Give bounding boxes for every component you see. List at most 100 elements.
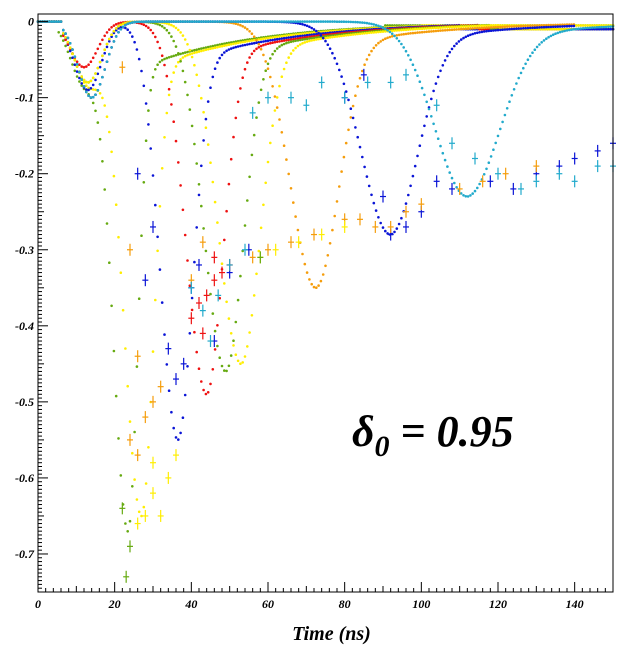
data-point xyxy=(551,25,555,29)
data-point xyxy=(303,23,307,27)
data-point xyxy=(91,95,95,99)
data-point xyxy=(542,27,546,31)
data-point xyxy=(526,26,530,30)
data-point xyxy=(236,359,240,363)
data-point xyxy=(476,26,479,30)
data-point xyxy=(296,37,300,40)
data-point xyxy=(377,41,380,45)
data-point xyxy=(565,29,569,32)
data-point xyxy=(101,96,104,100)
data-point xyxy=(542,24,546,27)
data-point xyxy=(197,193,201,197)
delta-annotation: δ0 = 0.95 xyxy=(352,407,514,463)
data-point xyxy=(119,27,123,31)
data-point xyxy=(363,32,366,35)
data-point xyxy=(538,26,541,29)
data-point xyxy=(181,20,185,23)
data-point xyxy=(473,27,477,30)
data-point xyxy=(450,176,454,180)
data-point xyxy=(73,63,77,66)
data-point xyxy=(87,63,90,66)
data-point xyxy=(248,175,251,179)
data-point xyxy=(227,364,231,368)
data-point xyxy=(489,24,493,27)
data-point xyxy=(574,27,578,31)
data-point xyxy=(331,20,334,23)
data-point xyxy=(457,28,461,31)
data-point xyxy=(301,42,304,45)
data-point xyxy=(170,410,173,414)
data-point xyxy=(190,20,194,23)
data-point xyxy=(331,35,334,39)
data-point xyxy=(193,260,196,264)
data-point xyxy=(197,84,201,87)
data-point xyxy=(535,45,539,49)
data-point xyxy=(308,31,311,35)
data-point xyxy=(381,30,385,33)
data-point xyxy=(508,100,511,103)
data-point xyxy=(160,301,164,304)
data-point xyxy=(98,92,102,95)
data-point xyxy=(280,37,284,40)
data-point xyxy=(310,282,314,286)
data-point xyxy=(186,365,189,368)
data-point xyxy=(190,49,194,53)
data-point xyxy=(349,116,353,119)
data-point xyxy=(301,38,304,41)
data-point xyxy=(407,32,410,35)
data-point xyxy=(87,86,90,90)
data-point xyxy=(328,242,332,245)
data-point xyxy=(377,30,380,34)
data-point xyxy=(446,54,449,58)
data-point xyxy=(287,172,291,176)
data-point xyxy=(179,184,182,187)
data-point xyxy=(156,40,159,44)
data-point xyxy=(89,87,93,90)
data-point xyxy=(280,20,284,23)
data-point xyxy=(119,474,123,477)
data-point xyxy=(89,60,93,63)
data-point xyxy=(174,436,178,439)
data-point xyxy=(351,20,355,24)
data-point xyxy=(473,32,477,35)
data-point xyxy=(170,103,173,106)
data-point xyxy=(457,40,461,43)
data-point xyxy=(131,21,134,24)
data-point xyxy=(174,53,178,57)
y-tick-label: -0.6 xyxy=(15,471,34,485)
data-point xyxy=(547,23,550,27)
data-point xyxy=(312,38,316,42)
data-point xyxy=(310,39,314,42)
data-point xyxy=(294,35,297,38)
data-point xyxy=(223,369,226,372)
data-point xyxy=(183,20,187,23)
data-point xyxy=(126,530,129,533)
data-point xyxy=(361,69,364,73)
data-point xyxy=(344,34,348,37)
data-point xyxy=(181,208,185,212)
data-point xyxy=(430,26,433,30)
data-point xyxy=(280,75,284,78)
data-point xyxy=(246,43,249,46)
data-point xyxy=(448,28,452,32)
data-point xyxy=(82,65,86,69)
data-point xyxy=(193,142,196,146)
data-point xyxy=(344,20,348,24)
data-point xyxy=(356,85,360,88)
data-point xyxy=(262,43,265,47)
data-point xyxy=(561,27,564,31)
data-point xyxy=(179,60,182,63)
data-point xyxy=(273,20,277,23)
data-point xyxy=(262,203,265,207)
data-point xyxy=(156,20,159,23)
data-point xyxy=(264,43,268,46)
data-point xyxy=(305,32,309,35)
data-point xyxy=(319,279,323,283)
data-point xyxy=(338,185,341,188)
data-point xyxy=(135,498,139,501)
data-point xyxy=(308,39,311,43)
data-point xyxy=(211,20,215,23)
data-point xyxy=(220,364,224,368)
data-point xyxy=(87,81,90,84)
data-point xyxy=(89,79,93,83)
